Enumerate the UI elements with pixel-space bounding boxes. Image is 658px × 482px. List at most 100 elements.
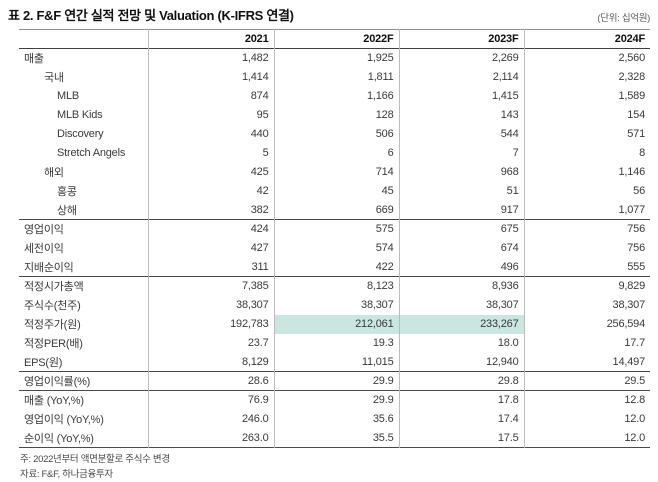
row-label: 적정시가총액 — [19, 276, 149, 296]
column-header-2023f: 2023F — [399, 29, 525, 49]
cell-value: 45 — [274, 181, 400, 201]
report-table: 2021 2022F 2023F 2024F 매출 1,482 1,925 2,269… — [19, 29, 650, 448]
cell-value: 12,940 — [399, 352, 525, 372]
cell-value: 1,925 — [274, 48, 400, 68]
table-row: 국내 1,414 1,811 2,114 2,328 — [19, 67, 650, 87]
cell-value: 2,114 — [399, 67, 525, 87]
row-label: 영업이익률(%) — [19, 371, 149, 391]
row-label: 적정PER(배) — [19, 333, 149, 353]
footnotes: 주: 2022년부터 액면분할로 주식수 변경 자료: F&F, 하나금융투자 — [20, 452, 650, 482]
cell-value: 17.4 — [399, 409, 525, 429]
cell-value: 1,414 — [148, 67, 275, 87]
cell-value: 263.0 — [148, 428, 275, 448]
table-row: Stretch Angels 5 6 7 8 — [19, 143, 650, 163]
unit-label: (단위: 십억원) — [597, 13, 650, 24]
table-row: 영업이익률(%) 28.6 29.9 29.8 29.5 — [19, 371, 650, 391]
cell-value: 674 — [399, 238, 525, 258]
table-row: 세전이익 427 574 674 756 — [19, 238, 650, 258]
cell-value: 12.0 — [624, 413, 645, 425]
cell-value: 76.9 — [148, 390, 275, 410]
row-label: 세전이익 — [19, 238, 149, 258]
cell-value: 7,385 — [148, 276, 275, 296]
cell-value: 154 — [627, 109, 645, 121]
row-label: 주식수(천주) — [19, 295, 149, 315]
table-row: 매출 1,482 1,925 2,269 2,560 — [19, 48, 650, 68]
cell-value: 17.7 — [624, 337, 645, 349]
table-row: 상해 382 669 917 1,077 — [19, 200, 650, 220]
cell-value: 38,307 — [612, 299, 646, 311]
cell-value: 42 — [148, 181, 275, 201]
cell-value: 1,589 — [618, 90, 645, 102]
table-row: 적정주가(원) 192,783 212,061 233,267 256,594 — [19, 314, 650, 334]
cell-value: 968 — [399, 162, 525, 182]
table-row: 주식수(천주) 38,307 38,307 38,307 38,307 — [19, 295, 650, 315]
cell-value: 714 — [274, 162, 400, 182]
cell-value: 555 — [627, 260, 645, 273]
cell-value: 1,482 — [148, 48, 275, 68]
cell-value: 17.5 — [399, 428, 525, 448]
cell-value: 14,497 — [612, 355, 646, 368]
table-row: 적정PER(배) 23.7 19.3 18.0 17.7 — [19, 333, 650, 353]
cell-value: 574 — [274, 238, 400, 258]
cell-value: 35.6 — [274, 409, 400, 429]
table-row: 해외 425 714 968 1,146 — [19, 162, 650, 182]
row-label: MLB — [19, 86, 149, 106]
cell-value: 29.9 — [274, 390, 400, 410]
table-container: 2021 2022F 2023F 2024F 매출 1,482 1,925 2,269… — [19, 29, 650, 448]
cell-value: 256,594 — [606, 318, 646, 330]
row-label: MLB Kids — [19, 105, 149, 125]
row-label: Stretch Angels — [19, 143, 149, 163]
cell-value: 9,829 — [618, 280, 645, 293]
cell-value: 382 — [148, 200, 275, 220]
cell-value: 51 — [399, 181, 525, 201]
cell-value: 7 — [399, 143, 525, 163]
table-row: 홍콩 42 45 51 56 — [19, 181, 650, 201]
row-label: 홍콩 — [19, 181, 149, 201]
cell-value: 12.8 — [624, 394, 645, 407]
cell-value: 311 — [148, 257, 275, 277]
cell-value: 427 — [148, 238, 275, 258]
cell-value: 38,307 — [274, 295, 400, 315]
cell-value: 29.5 — [624, 375, 645, 387]
cell-value: 143 — [399, 105, 525, 125]
table-row: 영업이익 (YoY,%) 246.0 35.6 17.4 12.0 — [19, 409, 650, 429]
table-row: 영업이익 424 575 675 756 — [19, 219, 650, 239]
cell-value: 38,307 — [399, 295, 525, 315]
table-row: MLB Kids 95 128 143 154 — [19, 105, 650, 125]
cell-value: 23.7 — [148, 333, 275, 353]
cell-value: 35.5 — [274, 428, 400, 448]
cell-value: 8,936 — [399, 276, 525, 296]
cell-value: 575 — [274, 219, 400, 239]
cell-value: 756 — [627, 242, 645, 254]
row-label: 영업이익 — [19, 219, 149, 239]
cell-value: 192,783 — [148, 314, 275, 334]
cell-value: 2,328 — [618, 71, 645, 83]
highlighted-cell-value: 233,267 — [399, 314, 525, 334]
cell-value: 675 — [399, 219, 525, 239]
column-header-2022f: 2022F — [274, 29, 400, 49]
table-row: 매출 (YoY,%) 76.9 29.9 17.8 12.8 — [19, 390, 650, 410]
cell-value: 28.6 — [148, 371, 275, 391]
column-header-2021: 2021 — [148, 29, 275, 49]
highlighted-cell-value: 212,061 — [274, 314, 400, 334]
cell-value: 29.8 — [399, 371, 525, 391]
cell-value: 29.9 — [274, 371, 400, 391]
cell-value: 1,415 — [399, 86, 525, 106]
cell-value: 571 — [627, 128, 645, 140]
cell-value: 12.0 — [624, 431, 645, 444]
row-label: 해외 — [19, 162, 149, 182]
row-label: 순이익 (YoY,%) — [19, 428, 149, 448]
cell-value: 440 — [148, 124, 275, 144]
row-label: EPS(원) — [19, 352, 149, 372]
table-row: 순이익 (YoY,%) 263.0 35.5 17.5 12.0 — [19, 428, 650, 448]
table-row: EPS(원) 8,129 11,015 12,940 14,497 — [19, 352, 650, 372]
cell-value: 874 — [148, 86, 275, 106]
cell-value: 2,269 — [399, 48, 525, 68]
cell-value: 1,811 — [274, 67, 400, 87]
table-row: 적정시가총액 7,385 8,123 8,936 9,829 — [19, 276, 650, 296]
cell-value: 544 — [399, 124, 525, 144]
cell-value: 56 — [633, 185, 645, 197]
cell-value: 496 — [399, 257, 525, 277]
column-header-2024f: 2024F — [614, 33, 645, 45]
cell-value: 422 — [274, 257, 400, 277]
